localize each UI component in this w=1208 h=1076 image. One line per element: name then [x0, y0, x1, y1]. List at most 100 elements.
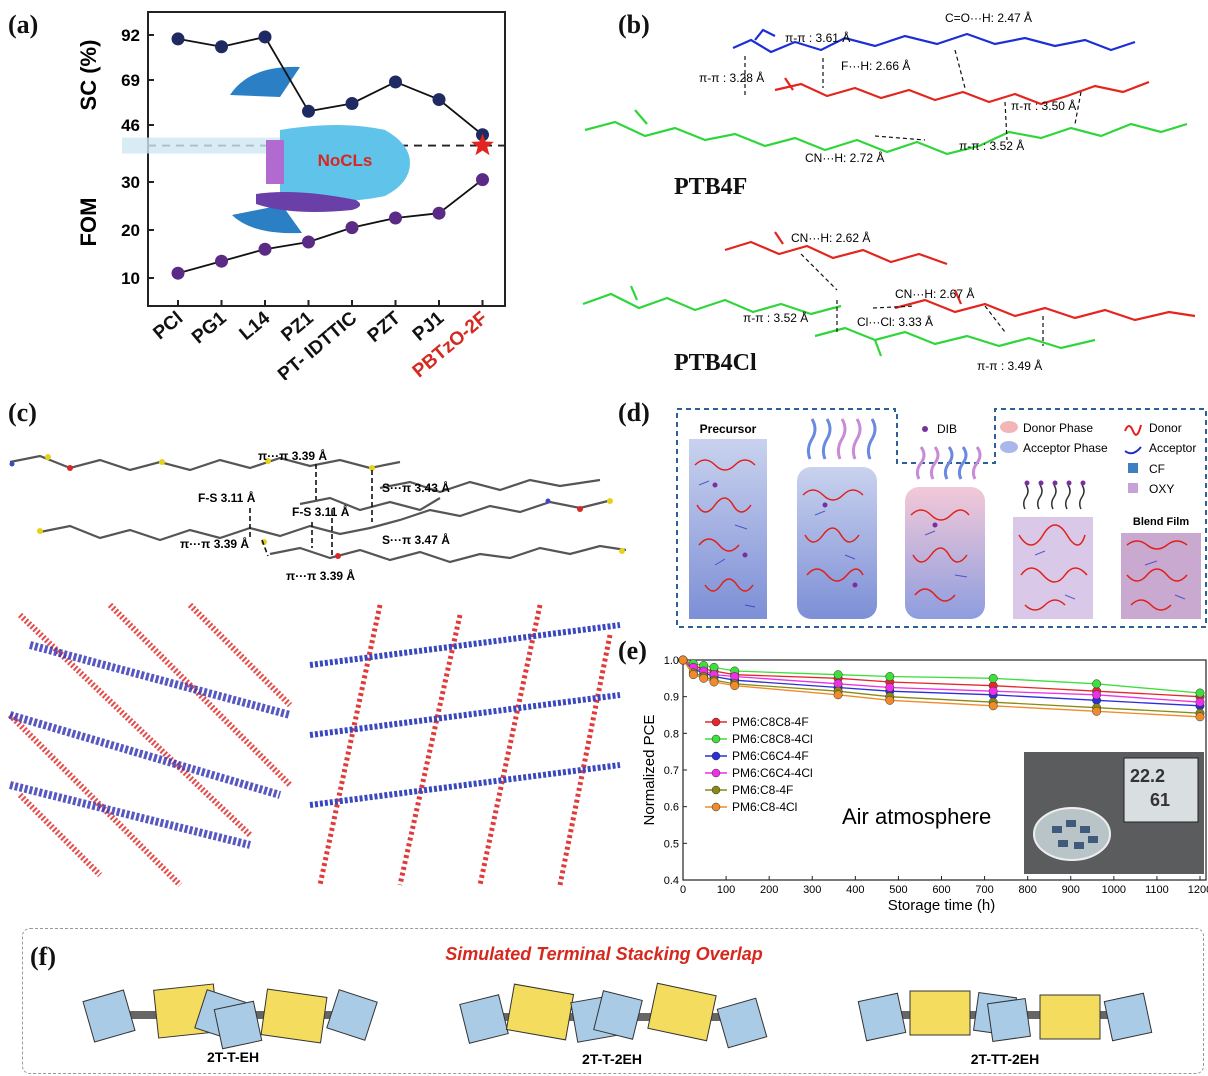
data-point [1092, 691, 1100, 699]
ptb4f-red-chain [775, 82, 1149, 104]
data-point [1196, 698, 1204, 706]
data-point [699, 674, 707, 682]
device-sample [1074, 842, 1084, 849]
fom-point [476, 173, 489, 186]
fom-axis-label: FOM [76, 198, 101, 247]
legend-donor: Donor [1149, 421, 1182, 435]
highlight-star [471, 134, 494, 156]
device-sample [1052, 826, 1062, 833]
x-tick-label: 200 [760, 884, 778, 896]
data-point [689, 670, 697, 678]
ptb4f-annotation: C=O···H: 2.47 Å [945, 10, 1032, 25]
y-tick-label: 0.5 [664, 838, 679, 850]
y-tick-label: 0.4 [664, 875, 679, 887]
device-sample [1058, 840, 1068, 847]
ptb4cl-annotation: CN···H: 2.62 Å [791, 230, 870, 245]
x-tick-label: 1000 [1102, 884, 1126, 896]
x-tick-label: L14 [236, 307, 275, 344]
legend-label: PM6:C6C4-4Cl [732, 766, 813, 780]
legend-marker [712, 786, 720, 794]
data-point [989, 674, 997, 682]
device-sample [1088, 836, 1098, 843]
legend-marker [712, 735, 720, 743]
y-tick-label: 0.8 [664, 728, 679, 740]
series-line [683, 660, 1200, 702]
device-sample [1066, 820, 1076, 827]
precursor-box [689, 439, 767, 619]
x-tick-label: PT- IDTTIC [274, 308, 361, 380]
c-annotation: S···π 3.43 Å [382, 480, 450, 495]
legend-oxy: OXY [1149, 482, 1174, 496]
legend-label: PM6:C8-4F [732, 783, 793, 797]
ptb4f-annotation: CN···H: 2.72 Å [805, 150, 884, 165]
data-point [710, 678, 718, 686]
x-tick-label: 0 [680, 884, 686, 896]
data-point [1196, 689, 1204, 697]
air-photo-inset: 22.2 61 [1024, 752, 1204, 874]
structure-2t-t-eh [83, 984, 377, 1049]
rocket-label: NoCLs [318, 151, 373, 170]
sc-point [172, 32, 185, 45]
device-sample [1080, 826, 1090, 833]
inset-caption: Air atmosphere [842, 804, 991, 829]
sc-tick-label: 92 [121, 26, 140, 45]
data-point [834, 670, 842, 678]
ptb4cl-annotation: π-π : 3.49 Å [977, 358, 1042, 370]
x-tick-label: 100 [717, 884, 735, 896]
ptb4cl-green-chain-bottom [815, 328, 1095, 348]
legend-label: PM6:C6C4-4F [732, 749, 809, 763]
ptb4f-title: PTB4F [674, 174, 747, 201]
c-annotation: π···π 3.39 Å [258, 448, 327, 463]
x-tick-label: 400 [846, 884, 864, 896]
legend-label: PM6:C8-4Cl [732, 800, 797, 814]
sc-point [215, 40, 228, 53]
legend-marker [712, 718, 720, 726]
x-tick-label: PCl [149, 308, 187, 344]
legend-marker [712, 803, 720, 811]
crystal-packing-right [300, 595, 630, 895]
legend-dib: DIB [937, 422, 957, 436]
ptb4f-annotation: π-π : 3.61 Å [785, 30, 850, 45]
fom-point [389, 212, 402, 225]
data-point [886, 696, 894, 704]
rocket-nozzle [266, 140, 284, 184]
x-tick-label: 800 [1018, 884, 1036, 896]
data-point [989, 702, 997, 710]
x-axis-label: Storage time (h) [888, 897, 996, 914]
c-annotation: π···π 3.39 Å [180, 536, 249, 551]
y-tick-label: 0.7 [664, 765, 679, 777]
terminal-stacking-structures: 2T-T-EH 2T-T-2EH 2T-TT-2EH [0, 965, 1208, 1075]
x-tick-label: 900 [1062, 884, 1080, 896]
y-tick-label: 0.6 [664, 802, 679, 814]
sc-axis-label: SC (%) [76, 40, 101, 111]
x-tick-label: PZT [364, 307, 405, 346]
legend-cf: CF [1149, 462, 1165, 476]
ptb4cl-red-chain-top [725, 242, 947, 264]
ptb4f-green-chain [585, 122, 1187, 154]
y-axis-label: Normalized PCE [641, 715, 658, 826]
legend-donor-phase: Donor Phase [1023, 421, 1093, 435]
data-point [679, 656, 687, 664]
x-tick-label: PG1 [188, 307, 231, 348]
sc-tick-label: 69 [121, 71, 140, 90]
sc-point [259, 30, 272, 43]
ptb4f-structure: π-π : 3.61 Å C=O···H: 2.47 Å π-π : 3.28 … [575, 0, 1208, 200]
hygrometer-humidity: 61 [1150, 790, 1170, 810]
structure-label: 2T-TT-2EH [971, 1051, 1039, 1067]
legend-label: PM6:C8C8-4Cl [732, 732, 813, 746]
x-tick-label: 500 [889, 884, 907, 896]
rocket-fin-top [230, 67, 300, 97]
x-tick-label: 600 [932, 884, 950, 896]
fom-point [433, 207, 446, 220]
fom-tick-label: 30 [121, 173, 140, 192]
sc-point [346, 97, 359, 110]
ptb4f-annotation: F···H: 2.66 Å [841, 58, 910, 73]
c-annotation: F-S 3.11 Å [198, 490, 256, 505]
legend-marker [712, 769, 720, 777]
sc-tick-label: 46 [121, 116, 140, 135]
legend-acceptor-phase: Acceptor Phase [1023, 441, 1108, 455]
crystal-packing-left [0, 595, 300, 895]
structure-2t-t-2eh [460, 983, 767, 1047]
blend-film-label: Blend Film [1133, 516, 1189, 528]
